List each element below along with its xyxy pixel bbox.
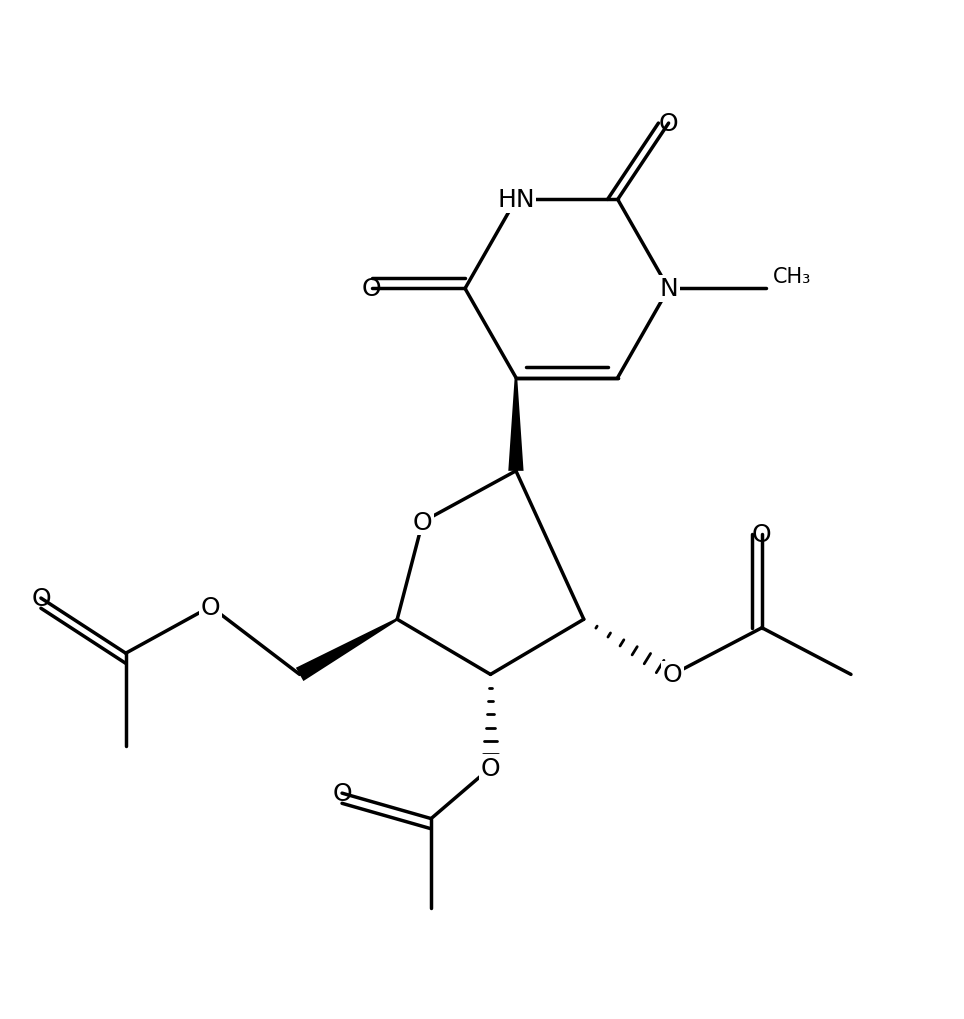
Text: N: N [659,277,678,302]
Text: O: O [362,277,382,302]
Text: CH₃: CH₃ [773,267,812,286]
Text: O: O [663,662,683,687]
Polygon shape [508,378,523,472]
Text: O: O [658,112,679,136]
Text: HN: HN [497,189,535,212]
Text: O: O [333,782,352,805]
Polygon shape [296,619,398,682]
Text: O: O [31,587,51,610]
Text: O: O [752,523,772,547]
Text: O: O [201,595,221,619]
Text: O: O [481,756,500,780]
Text: O: O [413,511,433,534]
